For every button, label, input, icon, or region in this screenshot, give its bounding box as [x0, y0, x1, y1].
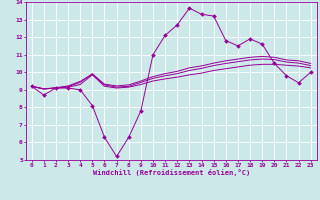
X-axis label: Windchill (Refroidissement éolien,°C): Windchill (Refroidissement éolien,°C)	[92, 169, 250, 176]
